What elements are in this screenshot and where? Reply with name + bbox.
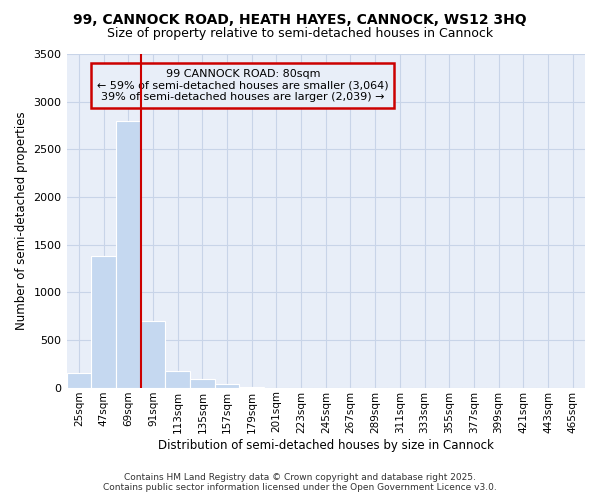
Text: Contains HM Land Registry data © Crown copyright and database right 2025.
Contai: Contains HM Land Registry data © Crown c…	[103, 473, 497, 492]
Y-axis label: Number of semi-detached properties: Number of semi-detached properties	[15, 112, 28, 330]
Bar	[165, 372, 190, 388]
Bar	[67, 374, 91, 388]
Bar	[116, 120, 140, 388]
Bar	[91, 256, 116, 388]
Bar	[190, 379, 215, 388]
X-axis label: Distribution of semi-detached houses by size in Cannock: Distribution of semi-detached houses by …	[158, 440, 494, 452]
Text: 99 CANNOCK ROAD: 80sqm
← 59% of semi-detached houses are smaller (3,064)
39% of : 99 CANNOCK ROAD: 80sqm ← 59% of semi-det…	[97, 69, 389, 102]
Bar	[215, 384, 239, 388]
Text: 99, CANNOCK ROAD, HEATH HAYES, CANNOCK, WS12 3HQ: 99, CANNOCK ROAD, HEATH HAYES, CANNOCK, …	[73, 12, 527, 26]
Bar	[140, 321, 165, 388]
Text: Size of property relative to semi-detached houses in Cannock: Size of property relative to semi-detach…	[107, 28, 493, 40]
